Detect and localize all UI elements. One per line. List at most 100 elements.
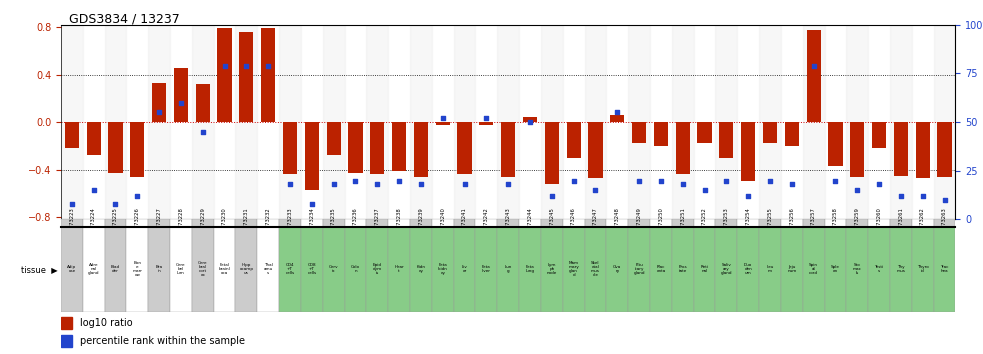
Bar [239, 32, 254, 122]
Bar [127, 219, 148, 227]
Bar [589, 122, 603, 178]
Point [522, 119, 538, 125]
Bar [846, 227, 868, 312]
Bar [258, 219, 279, 227]
Bar [654, 122, 668, 146]
Text: GDS3834 / 13237: GDS3834 / 13237 [69, 12, 180, 25]
Text: GSM373235: GSM373235 [331, 207, 336, 239]
Bar [87, 122, 101, 155]
Bar [497, 227, 519, 312]
Text: GSM373256: GSM373256 [789, 207, 794, 239]
Bar [912, 219, 934, 227]
Bar [388, 25, 410, 219]
Bar [61, 335, 72, 347]
Text: GSM373226: GSM373226 [135, 207, 140, 239]
Bar [410, 219, 432, 227]
Point [325, 182, 341, 187]
Bar [934, 227, 955, 312]
Bar [628, 25, 650, 219]
Text: Ova
ry: Ova ry [613, 265, 621, 273]
Bar [825, 219, 846, 227]
Bar [301, 25, 322, 219]
Text: GSM373229: GSM373229 [201, 207, 205, 239]
Text: GSM373228: GSM373228 [179, 207, 184, 239]
Point [479, 115, 494, 121]
Bar [650, 219, 671, 227]
Text: GSM373247: GSM373247 [593, 207, 598, 239]
Text: Liv
er: Liv er [462, 265, 468, 273]
Bar [519, 25, 541, 219]
Bar [720, 122, 733, 158]
Bar [457, 122, 472, 175]
Text: GSM373238: GSM373238 [396, 207, 402, 239]
Text: GSM373259: GSM373259 [855, 207, 860, 239]
Point [894, 193, 909, 199]
Text: tissue  ▶: tissue ▶ [21, 264, 58, 274]
Bar [196, 84, 209, 122]
Text: Blad
der: Blad der [111, 265, 120, 273]
Bar [322, 227, 345, 312]
Point [304, 201, 319, 207]
Bar [716, 227, 737, 312]
Bar [694, 227, 716, 312]
Bar [694, 25, 716, 219]
Bar [367, 219, 388, 227]
Bar [781, 227, 803, 312]
Text: Fetal
brainl
oca: Fetal brainl oca [218, 263, 230, 275]
Text: GSM373260: GSM373260 [877, 207, 882, 239]
Point [260, 63, 276, 68]
Point [64, 201, 80, 207]
Bar [322, 25, 345, 219]
Text: Spin
al
cord: Spin al cord [809, 263, 818, 275]
Bar [213, 227, 236, 312]
Point [500, 182, 516, 187]
Point [151, 110, 167, 115]
Bar [698, 122, 712, 143]
Bar [807, 29, 821, 122]
Bar [759, 227, 781, 312]
Bar [737, 25, 759, 219]
Text: Feta
liver: Feta liver [482, 265, 491, 273]
Bar [104, 219, 127, 227]
Bar [83, 219, 104, 227]
Point [806, 63, 822, 68]
Text: GSM373243: GSM373243 [505, 207, 511, 239]
Bar [61, 318, 72, 329]
Bar [585, 219, 607, 227]
Bar [432, 219, 454, 227]
Bar [846, 25, 868, 219]
Bar [650, 227, 671, 312]
Bar [915, 122, 930, 178]
Text: Thy
mus: Thy mus [896, 265, 905, 273]
Text: GSM373255: GSM373255 [768, 207, 773, 239]
Text: GSM373253: GSM373253 [723, 207, 728, 239]
Bar [61, 219, 83, 227]
Text: GSM373244: GSM373244 [528, 207, 533, 239]
Bar [671, 25, 694, 219]
Bar [650, 25, 671, 219]
Bar [784, 122, 799, 146]
Text: log10 ratio: log10 ratio [80, 318, 133, 329]
Text: GSM373227: GSM373227 [156, 207, 161, 239]
Point [413, 182, 429, 187]
Bar [759, 25, 781, 219]
Bar [737, 227, 759, 312]
Bar [432, 25, 454, 219]
Bar [781, 219, 803, 227]
Point [784, 182, 800, 187]
Bar [868, 25, 890, 219]
Bar [562, 219, 585, 227]
Bar [763, 122, 778, 143]
Bar [476, 219, 497, 227]
Text: Testi
s: Testi s [875, 265, 884, 273]
Bar [607, 219, 628, 227]
Point [216, 63, 232, 68]
Bar [61, 227, 83, 312]
Bar [519, 227, 541, 312]
Bar [829, 122, 842, 166]
Bar [192, 227, 213, 312]
Bar [108, 122, 123, 173]
Text: GSM373250: GSM373250 [659, 207, 664, 239]
Point [719, 178, 734, 183]
Bar [258, 227, 279, 312]
